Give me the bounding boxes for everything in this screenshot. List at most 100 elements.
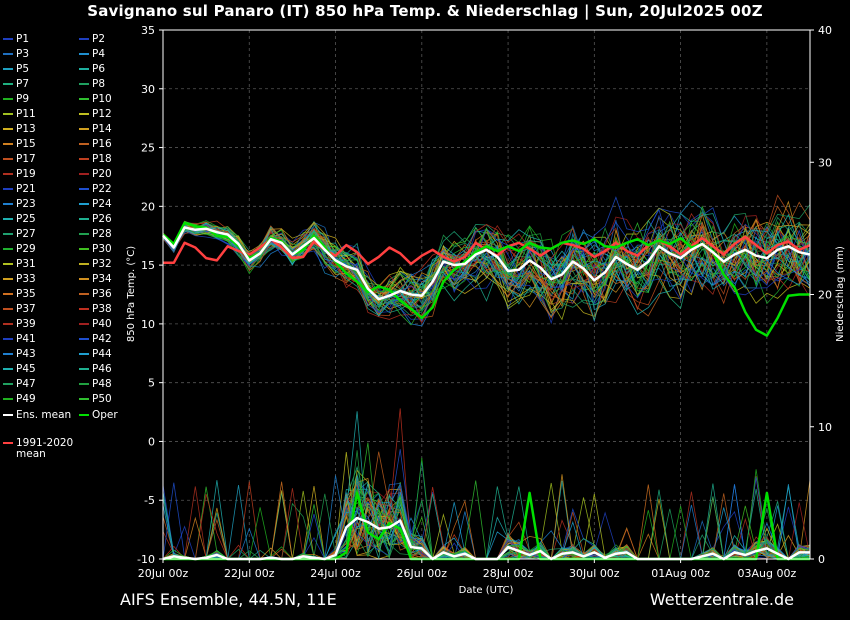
legend-label: Ens. mean [16, 409, 72, 421]
x-tick-label: 28Jul 00z [483, 567, 534, 580]
legend-item-p43: P43 [3, 347, 36, 361]
member-precip-line [162, 477, 811, 560]
legend-label: P35 [16, 288, 36, 300]
legend-swatch [3, 338, 13, 340]
legend-swatch [3, 263, 13, 265]
legend-item-p22: P22 [79, 182, 112, 196]
legend-item-p44: P44 [79, 347, 112, 361]
legend-swatch [3, 203, 13, 205]
legend-swatch [79, 218, 89, 220]
legend-swatch [79, 173, 89, 175]
legend-swatch [79, 38, 89, 40]
legend-label: P28 [92, 228, 112, 240]
member-precip-line [162, 475, 811, 560]
legend-label: P12 [92, 108, 112, 120]
legend-swatch [79, 383, 89, 385]
legend-item-p6: P6 [79, 62, 105, 76]
y-tick-label: 0 [148, 435, 155, 448]
y-tick-label: -10 [137, 553, 155, 566]
legend-label: P36 [92, 288, 112, 300]
legend-label: P3 [16, 48, 30, 60]
legend-swatch [3, 53, 13, 55]
legend-item-p12: P12 [79, 107, 112, 121]
legend-item-p7: P7 [3, 77, 29, 91]
ens-mean-temp-line [162, 226, 811, 301]
x-axis-label: Date (UTC) [459, 585, 514, 596]
member-temp-line [162, 200, 811, 308]
legend-item-p27: P27 [3, 227, 36, 241]
legend-label: P8 [92, 78, 106, 90]
legend-label: Oper [92, 409, 118, 421]
y2-tick-label: 40 [818, 24, 832, 37]
legend-item-p31: P31 [3, 257, 36, 271]
legend-item-p42: P42 [79, 332, 112, 346]
legend-item-p4: P4 [79, 47, 105, 61]
x-tick-label: 26Jul 00z [397, 567, 448, 580]
y2-tick-label: 30 [818, 156, 832, 169]
legend-label: P42 [92, 333, 112, 345]
chart-title: Savignano sul Panaro (IT) 850 hPa Temp. … [87, 2, 763, 20]
legend-swatch [79, 113, 89, 115]
legend-swatch [3, 323, 13, 325]
legend-label: P25 [16, 213, 36, 225]
y-tick-label: 15 [141, 259, 155, 272]
legend-swatch [79, 323, 89, 325]
legend-swatch [79, 398, 89, 400]
legend-label: P4 [92, 48, 106, 60]
legend: P1 P2 P3 P4 P5 P6 P7 P8 P9 P10 P11 P12 P13 P14 P15 P16 P… [0, 0, 160, 470]
legend-swatch [3, 38, 13, 40]
legend-item-p26: P26 [79, 212, 112, 226]
legend-swatch [3, 383, 13, 385]
legend-label: P38 [92, 303, 112, 315]
legend-label: P32 [92, 258, 112, 270]
axes: -10 -5 0 5 10 15 20 25 30 35 0 10 20 30 40 20Jul 00z 22J… [137, 24, 832, 580]
legend-swatch [3, 308, 13, 310]
legend-label: P31 [16, 258, 36, 270]
legend-swatch [3, 98, 13, 100]
y-tick-label: 5 [148, 377, 155, 390]
legend-swatch [79, 338, 89, 340]
y-tick-label: 20 [141, 200, 155, 213]
legend-label: P44 [92, 348, 112, 360]
legend-swatch [79, 158, 89, 160]
legend-item-p2: P2 [79, 32, 105, 46]
legend-item-p18: P18 [79, 152, 112, 166]
y2-tick-label: 20 [818, 289, 832, 302]
legend-swatch [3, 353, 13, 355]
legend-swatch [3, 398, 13, 400]
legend-swatch [79, 188, 89, 190]
legend-label: P17 [16, 153, 36, 165]
legend-label: P13 [16, 123, 36, 135]
legend-label: P33 [16, 273, 36, 285]
legend-label: P45 [16, 363, 36, 375]
footer-model: AIFS Ensemble, 44.5N, 11E [120, 590, 337, 609]
x-tick-label: 22Jul 00z [224, 567, 275, 580]
legend-label: P1 [16, 33, 30, 45]
member-temp-line [162, 207, 811, 321]
x-tick-label: 20Jul 00z [138, 567, 189, 580]
legend-label: P11 [16, 108, 36, 120]
y-tick-label: 30 [141, 83, 155, 96]
legend-swatch [3, 158, 13, 160]
y-tick-label: 10 [141, 318, 155, 331]
member-precip-line [162, 465, 811, 560]
legend-label: P27 [16, 228, 36, 240]
legend-item-p35: P35 [3, 287, 36, 301]
legend-item-p29: P29 [3, 242, 36, 256]
legend-item-p39: P39 [3, 317, 36, 331]
legend-item-climate-mean: 1991-2020 [3, 436, 73, 450]
legend-climate-mean-line2: mean [16, 448, 46, 460]
legend-swatch [79, 203, 89, 205]
legend-swatch [3, 143, 13, 145]
legend-swatch [3, 278, 13, 280]
legend-item-p36: P36 [79, 287, 112, 301]
legend-swatch [3, 113, 13, 115]
y-tick-label: -5 [144, 494, 155, 507]
legend-item-p34: P34 [79, 272, 112, 286]
legend-item-p45: P45 [3, 362, 36, 376]
legend-label: P46 [92, 363, 112, 375]
member-precip-line [162, 477, 811, 560]
legend-item-p38: P38 [79, 302, 112, 316]
legend-item-p5: P5 [3, 62, 29, 76]
